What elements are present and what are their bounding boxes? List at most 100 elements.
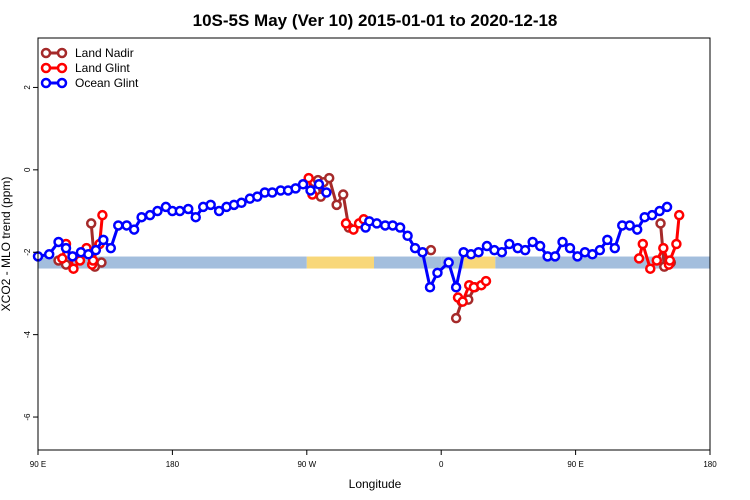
series-2-point-50 [450,282,462,293]
x-tick-label-5: 180 [703,460,717,469]
series-2-point-20 [190,211,201,223]
x-tick-label-0: 90 E [30,460,46,469]
series-1-point-2 [68,263,79,274]
band-segment-5 [495,256,710,269]
legend-marker-right-2 [56,77,68,89]
series-2-point-3 [60,242,72,254]
series-2-point-8 [98,234,109,246]
series-2-point-54 [481,240,493,252]
series-0-point-2 [85,218,97,229]
series-2-point-44 [402,230,413,242]
legend-label-0: Land Nadir [75,46,134,60]
series-2-point-61 [534,240,546,252]
x-tick-label-1: 180 [166,460,180,469]
series-1-point-20 [480,275,492,287]
series-1-point-16 [457,296,468,307]
legend-marker-right-0 [56,47,68,59]
series-2-point-47 [424,282,436,293]
series-1 [57,172,685,307]
series-2-point-15 [152,205,163,217]
y-tick-label-0: 2 [23,85,32,90]
series-2-point-2 [53,236,64,248]
series-2-point-30 [267,187,278,198]
series-2-point-65 [564,242,576,254]
series-2-point-66 [572,251,583,262]
series-2-point-77 [654,205,665,217]
series-1-point-11 [340,218,352,229]
series-2-point-4 [67,251,78,262]
x-axis: 90 E 180 90 W 0 90 E 180 [30,450,717,469]
series-0-point-9 [323,172,335,184]
series-2-point-18 [174,205,186,217]
series-2-point-19 [183,203,194,215]
series-2-point-1 [43,249,55,260]
x-tick-label-3: 0 [439,460,444,469]
series-2-point-23 [213,205,225,217]
legend-marker-left-0 [40,47,52,59]
legend-marker-right-1 [56,62,68,74]
series-2-point-78 [661,201,673,213]
series-2-point-10 [113,220,124,231]
series-2-point-43 [394,222,406,233]
series-2-point-74 [631,224,643,235]
series-2-point-57 [504,238,515,250]
series-2-point-6 [83,249,94,260]
series-2-point-76 [646,209,658,221]
series-2-point-59 [519,244,531,256]
series-0-point-4 [96,257,107,268]
band-segment-2 [374,256,442,269]
series-2-point-34 [297,179,309,190]
series-2-point-48 [432,267,443,279]
x-tick-label-4: 90 E [567,460,583,469]
series-0-point-13 [425,244,437,256]
series-0-point-10 [331,199,342,211]
series-2-point-13 [136,211,147,223]
series-0-point-11 [337,189,349,200]
x-tick-label-2: 90 W [297,460,316,469]
series-2-point-9 [105,242,117,254]
series-1-point-21 [633,253,645,264]
series-1-point-23 [645,263,656,274]
series-layer [32,172,685,324]
series-2-point-14 [144,209,156,221]
x-axis-label: Longitude [349,477,402,491]
y-tick-label-3: -4 [23,331,32,339]
series-2-point-28 [252,191,263,202]
plot-frame [37,37,711,451]
series-2-point-56 [496,246,508,258]
y-axis: 2 0 -2 -4 -6 [23,85,38,421]
series-2-point-60 [527,236,538,248]
y-axis-label: XCO2 - MLO trend (ppm) [0,177,13,312]
legend-label-2: Ocean Glint [75,76,139,90]
series-2-line-0 [37,182,328,258]
series-0-point-18 [655,218,666,229]
legend-label-1: Land Glint [75,61,130,75]
series-1-point-27 [664,255,676,266]
series-1-point-28 [671,238,682,250]
series-2-point-36 [313,179,325,190]
series-2-point-11 [121,220,132,231]
chart-title: 10S-5S May (Ver 10) 2015-01-01 to 2020-1… [193,11,558,30]
series-2-point-46 [417,246,428,258]
series-2-point-69 [594,244,606,256]
series-2-point-71 [609,242,621,254]
band-segment-1 [306,256,374,269]
series-2-point-26 [236,197,247,209]
y-tick-label-2: -2 [23,248,32,256]
series-2-point-63 [549,251,561,262]
series-1-point-0 [57,253,68,264]
series-1-point-22 [637,238,649,250]
y-tick-label-4: -6 [23,413,32,421]
series-1-point-12 [348,224,359,235]
series-2-point-68 [587,249,598,260]
series-2-point-49 [443,257,454,268]
legend-marker-left-2 [40,77,52,89]
land-ocean-band [38,256,710,269]
series-0-point-14 [450,312,462,324]
series-1-point-8 [97,209,108,221]
band-segment-4 [463,256,496,269]
series-1-point-9 [303,172,314,184]
series-2-point-7 [90,244,102,256]
series-2-point-45 [409,242,421,254]
